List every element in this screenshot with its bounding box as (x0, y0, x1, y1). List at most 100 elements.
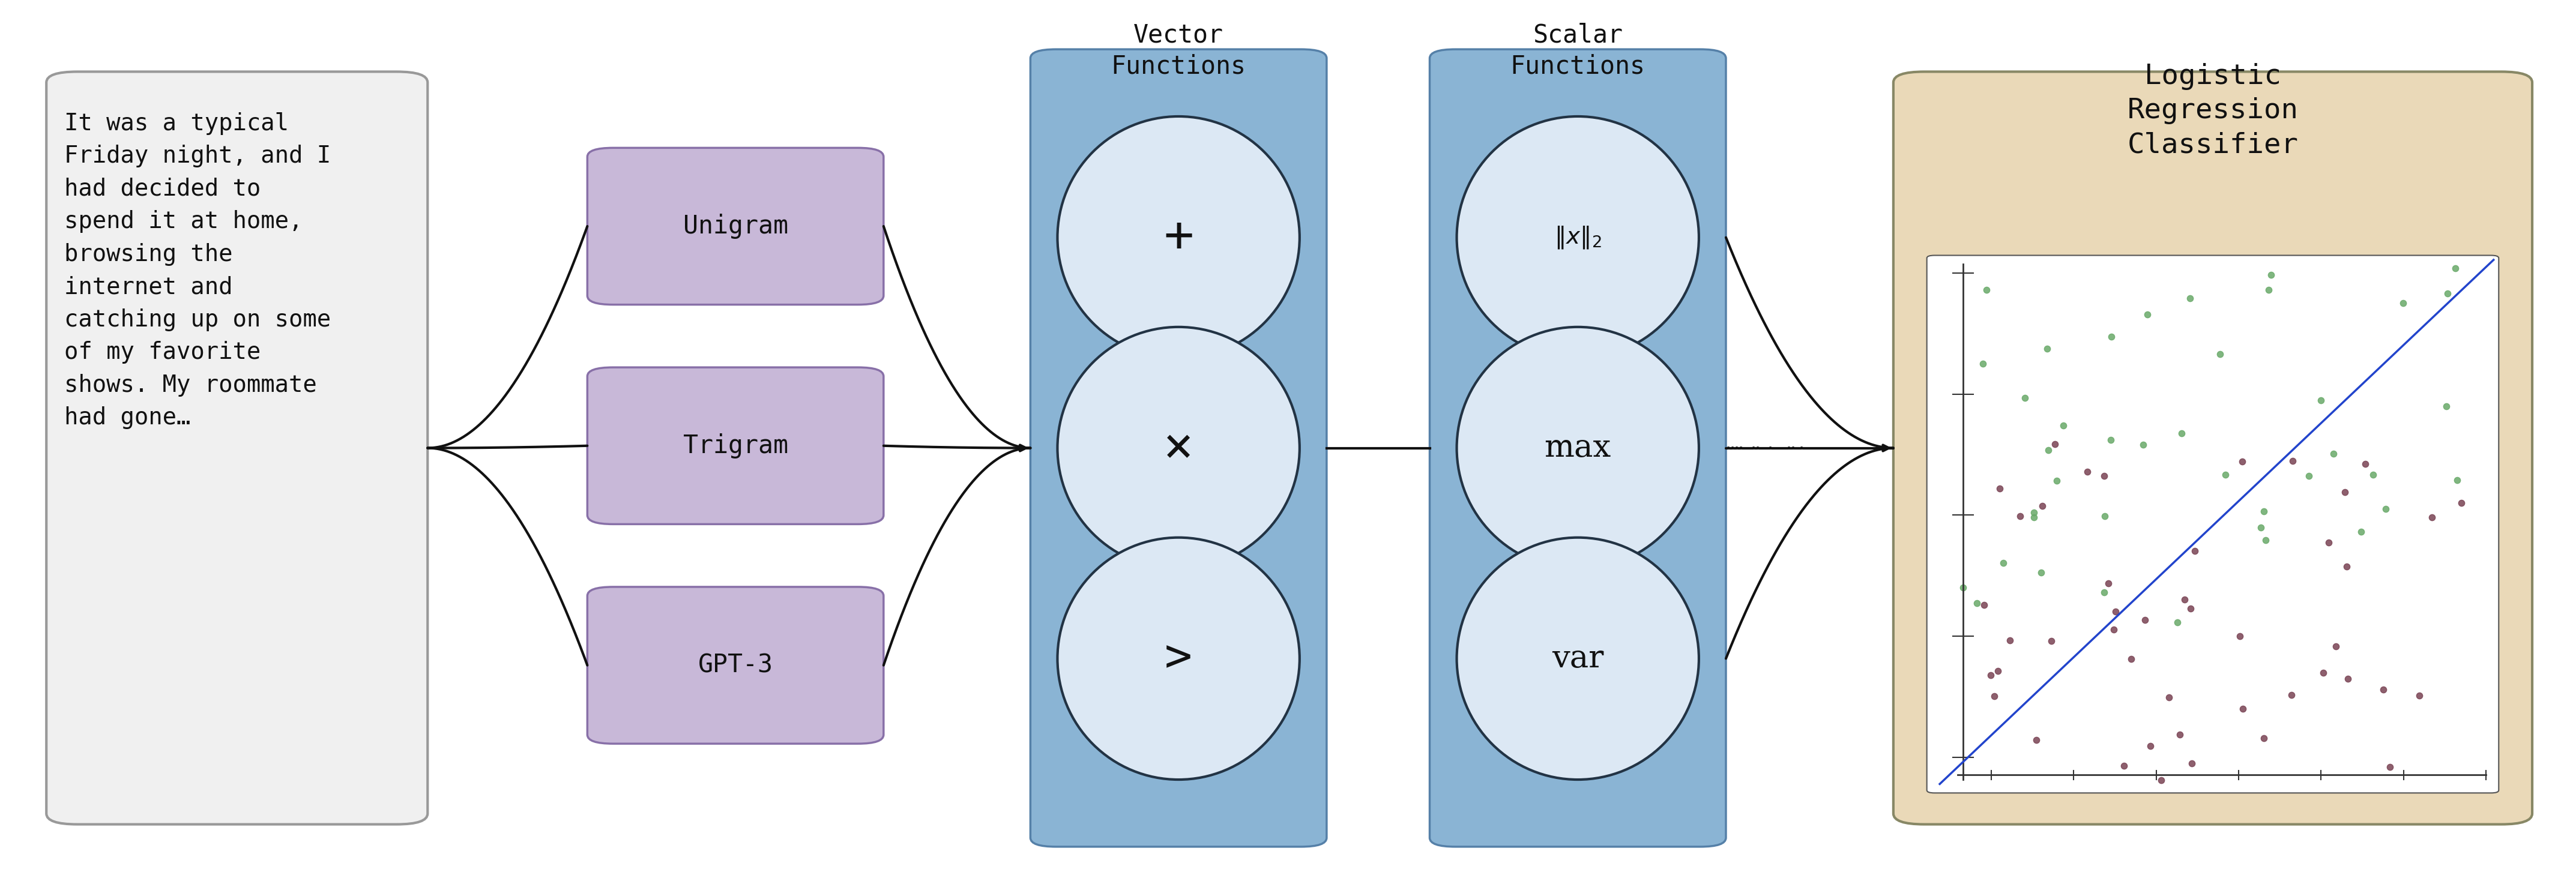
Point (2398, 688, 2439, 702)
Text: Logistic
Regression
Classifier: Logistic Regression Classifier (2128, 63, 2298, 159)
Point (2221, 629, 2262, 643)
Ellipse shape (1059, 327, 1301, 569)
Point (2094, 605, 2136, 619)
Point (2125, 613, 2166, 627)
Text: Trigram: Trigram (683, 433, 788, 459)
Text: var: var (1551, 643, 1605, 674)
Ellipse shape (1458, 327, 1700, 569)
Point (1965, 283, 2007, 297)
Point (2244, 533, 2285, 547)
Point (1971, 668, 2012, 683)
Point (2084, 585, 2125, 599)
Text: >: > (1164, 636, 1193, 681)
Point (1978, 481, 2020, 495)
Point (2156, 616, 2197, 630)
Point (2035, 437, 2076, 452)
Point (2066, 465, 2107, 479)
FancyBboxPatch shape (587, 148, 884, 305)
Text: +: + (1164, 213, 1193, 262)
Point (2287, 469, 2329, 483)
Point (2434, 261, 2476, 275)
Point (2427, 399, 2468, 413)
Point (2164, 592, 2205, 607)
Point (2437, 473, 2478, 487)
Point (2084, 469, 2125, 483)
Point (2324, 485, 2365, 499)
Point (2089, 433, 2130, 447)
Point (2272, 453, 2313, 468)
Point (2084, 509, 2125, 523)
FancyBboxPatch shape (1893, 72, 2532, 824)
Point (2004, 391, 2045, 405)
Point (2043, 418, 2084, 433)
Point (2172, 756, 2213, 771)
FancyBboxPatch shape (46, 72, 428, 824)
Point (2130, 738, 2172, 753)
Point (2174, 544, 2215, 558)
Point (2313, 446, 2354, 461)
Point (2244, 504, 2285, 519)
Point (2365, 502, 2406, 516)
FancyBboxPatch shape (587, 587, 884, 744)
FancyBboxPatch shape (1927, 255, 2499, 793)
Ellipse shape (1458, 538, 1700, 780)
Point (2272, 687, 2313, 702)
Text: max: max (1546, 433, 1610, 463)
Point (2159, 728, 2200, 742)
Point (2169, 601, 2210, 616)
Text: $\|x\|_2$: $\|x\|_2$ (1553, 225, 1602, 250)
Point (2342, 525, 2383, 539)
Point (1942, 581, 1984, 595)
Point (2128, 307, 2169, 322)
Point (2221, 454, 2262, 469)
Point (1989, 633, 2030, 648)
Point (2308, 535, 2349, 549)
Point (1963, 598, 2004, 612)
Text: Unigram: Unigram (683, 213, 788, 239)
Point (2022, 499, 2063, 513)
Point (2362, 683, 2403, 697)
Point (2169, 291, 2210, 306)
Point (2094, 623, 2136, 637)
Point (1984, 556, 2025, 571)
FancyBboxPatch shape (1430, 49, 1726, 847)
Text: Vector
Functions: Vector Functions (1110, 22, 1247, 79)
Point (2300, 393, 2342, 408)
Point (2223, 702, 2264, 716)
Text: Scalar
Functions: Scalar Functions (1510, 22, 1646, 79)
Point (2383, 296, 2424, 310)
Ellipse shape (1458, 116, 1700, 358)
Point (2014, 733, 2056, 747)
Point (2439, 495, 2481, 510)
Point (1973, 689, 2014, 703)
Point (2251, 268, 2293, 282)
Ellipse shape (1059, 116, 1301, 358)
Point (2027, 341, 2069, 356)
Text: ×: × (1164, 424, 1193, 472)
Point (2092, 329, 2133, 343)
Point (2110, 652, 2151, 667)
Point (2316, 639, 2357, 653)
Point (2249, 282, 2290, 297)
Point (2035, 474, 2076, 488)
Point (2020, 565, 2061, 580)
Point (2123, 437, 2164, 452)
Point (2344, 457, 2385, 471)
Point (1955, 596, 1996, 610)
Point (2200, 347, 2241, 361)
Point (2014, 510, 2056, 524)
Point (2161, 426, 2202, 441)
Point (1999, 509, 2040, 523)
Point (2087, 576, 2128, 590)
Point (1978, 664, 2020, 678)
Point (2352, 468, 2393, 482)
FancyBboxPatch shape (587, 367, 884, 524)
Point (1963, 357, 2004, 371)
Ellipse shape (1059, 538, 1301, 780)
Point (2427, 286, 2468, 300)
Text: It was a typical
Friday night, and I
had decided to
spend it at home,
browsing t: It was a typical Friday night, and I had… (64, 112, 332, 429)
Point (2326, 671, 2367, 685)
Point (2370, 760, 2411, 774)
Point (2411, 510, 2452, 524)
Text: GPT-3: GPT-3 (698, 652, 773, 678)
